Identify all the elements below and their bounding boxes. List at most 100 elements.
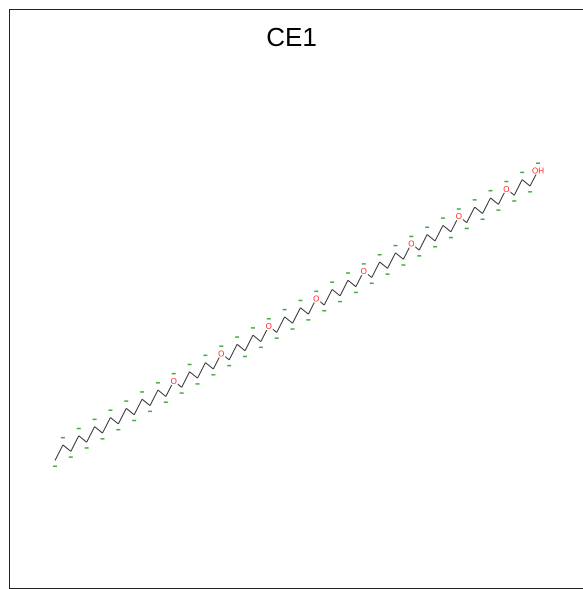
atom-name-marker <box>345 272 350 274</box>
oxygen-label-background <box>407 239 416 248</box>
oxygen-atom-label: O <box>266 322 272 331</box>
bond-line <box>300 307 309 315</box>
bond-line <box>86 426 96 443</box>
oxygen-atom-label: O <box>361 267 367 276</box>
atom-name-marker <box>227 364 232 367</box>
oxygen-label-background <box>312 294 321 303</box>
atom-name-marker <box>472 199 477 201</box>
atom-name-marker <box>385 273 390 275</box>
bond-line <box>149 389 159 406</box>
bond-line <box>78 435 87 443</box>
atom-name-marker <box>243 355 248 358</box>
atom-name-marker <box>528 191 533 193</box>
atom-name-marker <box>171 372 176 375</box>
atom-name-marker <box>393 244 398 247</box>
bond-line <box>387 252 396 269</box>
bond-line <box>228 344 238 361</box>
atom-name-marker <box>361 263 366 265</box>
bond-line <box>133 398 143 415</box>
atom-name-marker <box>520 171 525 174</box>
bond-line <box>323 289 333 306</box>
bond-line <box>339 280 349 297</box>
atom-name-marker <box>84 447 89 449</box>
hydroxyl-label: OH <box>532 167 544 176</box>
oxygen-label-background <box>169 376 178 385</box>
atom-name-marker <box>425 226 430 229</box>
atom-name-marker <box>401 264 406 266</box>
bond-line <box>117 408 127 425</box>
atom-name-marker <box>132 419 137 422</box>
bond-line <box>474 206 483 214</box>
bond-line <box>189 371 198 379</box>
oxygen-label-background <box>454 212 463 221</box>
atom-name-marker <box>306 319 311 321</box>
atom-name-marker <box>250 327 255 329</box>
bond-line <box>205 362 214 370</box>
oxygen-atom-label: O <box>503 185 509 194</box>
bond-line <box>418 234 428 251</box>
bond-line <box>434 225 444 242</box>
atom-name-marker <box>488 189 493 192</box>
atom-name-marker <box>163 401 168 403</box>
bond-line <box>284 316 293 324</box>
bond-line <box>94 426 103 434</box>
atom-name-marker <box>68 456 73 458</box>
bond-line <box>236 343 246 352</box>
atom-name-marker <box>76 427 81 430</box>
atom-name-marker <box>140 391 145 393</box>
bond-line <box>244 334 254 351</box>
bond-line <box>371 261 381 278</box>
atom-name-marker <box>116 428 121 431</box>
atom-name-marker <box>322 309 327 312</box>
atom-name-marker <box>480 218 485 221</box>
atom-name-marker <box>330 281 335 283</box>
bond-line <box>197 362 206 379</box>
bond-layer <box>54 170 539 461</box>
atom-name-marker <box>187 363 192 366</box>
bond-line <box>141 398 151 407</box>
atom-name-marker <box>282 308 287 311</box>
atom-name-marker <box>448 236 453 239</box>
atom-name-marker <box>433 245 438 248</box>
bond-line <box>62 444 72 452</box>
atom-name-marker <box>353 291 358 294</box>
bond-line <box>276 316 286 333</box>
atom-name-marker <box>464 227 469 230</box>
atom-name-marker <box>155 382 160 384</box>
atom-name-marker <box>266 318 271 320</box>
atom-name-marker <box>274 337 279 339</box>
bond-line <box>54 444 64 461</box>
bond-line <box>513 179 523 196</box>
atom-name-marker <box>100 438 105 440</box>
bond-line <box>482 197 491 214</box>
bond-line <box>252 334 262 342</box>
oxygen-atom-label: O <box>456 212 462 221</box>
bond-line <box>292 307 301 324</box>
oxygen-label-background <box>359 267 368 276</box>
atom-name-marker <box>290 328 295 330</box>
atom-name-marker <box>298 299 303 302</box>
atom-name-marker <box>512 200 517 202</box>
atom-name-marker <box>536 162 540 164</box>
atom-name-marker <box>108 409 113 411</box>
oxygen-label-background <box>502 184 511 193</box>
bond-line <box>181 371 191 388</box>
atom-name-marker <box>496 209 501 211</box>
bond-line <box>395 252 404 260</box>
bond-line <box>347 279 357 288</box>
oxygen-atom-label: O <box>171 377 177 386</box>
bond-line <box>521 179 531 187</box>
atom-name-marker <box>195 383 200 385</box>
atom-name-marker <box>211 374 216 376</box>
atom-name-marker <box>148 410 153 413</box>
figure-title: CE1 <box>266 22 317 52</box>
bond-line <box>331 289 341 297</box>
bond-line <box>426 234 436 242</box>
bond-line <box>466 206 476 223</box>
atom-name-marker <box>440 217 445 219</box>
bond-line <box>110 417 119 425</box>
atom-name-marker <box>60 436 65 439</box>
atom-name-marker <box>369 282 374 285</box>
atom-name-marker <box>456 208 461 210</box>
